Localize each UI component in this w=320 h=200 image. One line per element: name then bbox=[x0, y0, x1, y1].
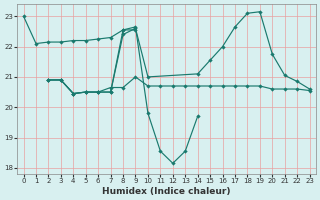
X-axis label: Humidex (Indice chaleur): Humidex (Indice chaleur) bbox=[102, 187, 231, 196]
